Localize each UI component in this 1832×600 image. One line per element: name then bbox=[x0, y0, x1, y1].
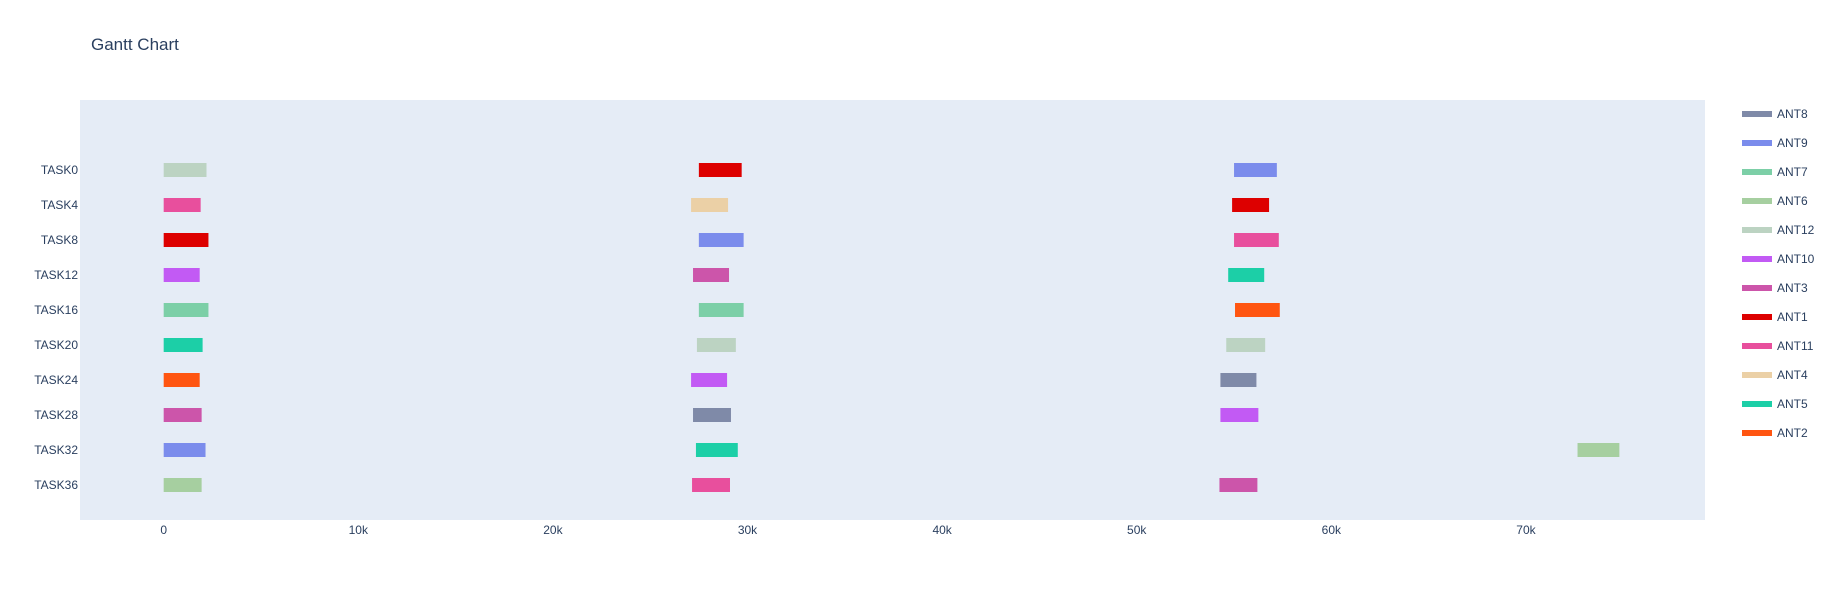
legend-item-ant11[interactable]: ANT11 bbox=[1742, 339, 1814, 353]
y-tick-label-task8: TASK8 bbox=[41, 233, 78, 247]
bar-task8-ant9-7[interactable] bbox=[698, 233, 744, 247]
bar-task24-ant8-20[interactable] bbox=[1220, 373, 1257, 387]
bar-task24-ant2-18[interactable] bbox=[163, 373, 200, 387]
x-tick-label-0: 0 bbox=[160, 523, 167, 537]
bar-task20-ant5-15[interactable] bbox=[163, 338, 203, 352]
y-tick-label-task16: TASK16 bbox=[34, 303, 78, 317]
legend-swatch-ant6 bbox=[1742, 198, 1772, 204]
x-tick-label-1: 10k bbox=[349, 523, 369, 537]
legend-item-ant6[interactable]: ANT6 bbox=[1742, 194, 1808, 208]
bar-task28-ant8-22[interactable] bbox=[693, 408, 731, 422]
legend-item-ant9[interactable]: ANT9 bbox=[1742, 136, 1808, 150]
legend-label-ant6: ANT6 bbox=[1777, 194, 1808, 208]
y-tick-label-task32: TASK32 bbox=[34, 443, 78, 457]
bar-task0-ant9-2[interactable] bbox=[1234, 163, 1277, 177]
bar-task36-ant6-27[interactable] bbox=[163, 478, 202, 492]
y-tick-label-task24: TASK24 bbox=[34, 373, 78, 387]
legend-swatch-ant3 bbox=[1742, 285, 1772, 291]
bar-task28-ant3-21[interactable] bbox=[163, 408, 202, 422]
legend-swatch-ant7 bbox=[1742, 169, 1772, 175]
y-tick-label-task36: TASK36 bbox=[34, 478, 78, 492]
x-tick-label-3: 30k bbox=[738, 523, 758, 537]
legend-item-ant2[interactable]: ANT2 bbox=[1742, 426, 1808, 440]
legend-item-ant4[interactable]: ANT4 bbox=[1742, 368, 1808, 382]
bar-task12-ant5-11[interactable] bbox=[1228, 268, 1265, 282]
bars-layer bbox=[163, 163, 1620, 492]
legend-label-ant4: ANT4 bbox=[1777, 368, 1808, 382]
legend: ANT8 ANT9 ANT7 ANT6 ANT12 ANT10 ANT3 ANT1 ANT11 A… bbox=[1742, 107, 1815, 440]
bar-task4-ant4-4[interactable] bbox=[691, 198, 729, 212]
legend-label-ant5: ANT5 bbox=[1777, 397, 1808, 411]
bar-task28-ant10-23[interactable] bbox=[1220, 408, 1259, 422]
legend-item-ant7[interactable]: ANT7 bbox=[1742, 165, 1808, 179]
legend-label-ant12: ANT12 bbox=[1777, 223, 1815, 237]
legend-label-ant11: ANT11 bbox=[1777, 339, 1814, 353]
bar-task20-ant12-17[interactable] bbox=[1226, 338, 1266, 352]
y-tick-label-task12: TASK12 bbox=[34, 268, 78, 282]
bar-task20-ant12-16[interactable] bbox=[696, 338, 736, 352]
chart-title: Gantt Chart bbox=[91, 35, 179, 54]
bar-task16-ant2-14[interactable] bbox=[1235, 303, 1280, 317]
bar-task32-ant5-25[interactable] bbox=[695, 443, 738, 457]
legend-swatch-ant11 bbox=[1742, 343, 1772, 349]
y-tick-label-task0: TASK0 bbox=[41, 163, 78, 177]
bar-task8-ant11-8[interactable] bbox=[1234, 233, 1279, 247]
legend-label-ant9: ANT9 bbox=[1777, 136, 1808, 150]
legend-label-ant10: ANT10 bbox=[1777, 252, 1815, 266]
x-tick-label-4: 40k bbox=[932, 523, 952, 537]
y-tick-label-task20: TASK20 bbox=[34, 338, 78, 352]
legend-item-ant12[interactable]: ANT12 bbox=[1742, 223, 1815, 237]
bar-task32-ant9-24[interactable] bbox=[163, 443, 206, 457]
legend-swatch-ant9 bbox=[1742, 140, 1772, 146]
x-tick-label-6: 60k bbox=[1322, 523, 1342, 537]
bar-task36-ant3-29[interactable] bbox=[1219, 478, 1258, 492]
plot-area bbox=[80, 100, 1705, 520]
bar-task16-ant7-13[interactable] bbox=[698, 303, 744, 317]
x-tick-label-2: 20k bbox=[543, 523, 563, 537]
bar-task4-ant11-3[interactable] bbox=[163, 198, 201, 212]
bar-task16-ant7-12[interactable] bbox=[163, 303, 209, 317]
legend-item-ant5[interactable]: ANT5 bbox=[1742, 397, 1808, 411]
legend-label-ant7: ANT7 bbox=[1777, 165, 1808, 179]
legend-item-ant3[interactable]: ANT3 bbox=[1742, 281, 1808, 295]
y-axis: TASK0 TASK4 TASK8 TASK12 TASK16 TASK20 TASK24 T… bbox=[34, 163, 78, 492]
bar-task24-ant10-19[interactable] bbox=[691, 373, 728, 387]
legend-item-ant1[interactable]: ANT1 bbox=[1742, 310, 1808, 324]
bar-task12-ant10-9[interactable] bbox=[163, 268, 200, 282]
y-tick-label-task4: TASK4 bbox=[41, 198, 78, 212]
legend-label-ant8: ANT8 bbox=[1777, 107, 1808, 121]
bar-task12-ant3-10[interactable] bbox=[693, 268, 730, 282]
legend-swatch-ant12 bbox=[1742, 227, 1772, 233]
bar-task0-ant12-0[interactable] bbox=[163, 163, 207, 177]
bar-task32-ant6-26[interactable] bbox=[1577, 443, 1620, 457]
legend-label-ant2: ANT2 bbox=[1777, 426, 1808, 440]
bar-task8-ant1-6[interactable] bbox=[163, 233, 209, 247]
legend-label-ant1: ANT1 bbox=[1777, 310, 1808, 324]
x-tick-label-7: 70k bbox=[1516, 523, 1536, 537]
legend-swatch-ant1 bbox=[1742, 314, 1772, 320]
bar-task36-ant11-28[interactable] bbox=[692, 478, 730, 492]
bar-task0-ant1-1[interactable] bbox=[698, 163, 742, 177]
legend-swatch-ant4 bbox=[1742, 372, 1772, 378]
x-tick-label-5: 50k bbox=[1127, 523, 1147, 537]
bar-task4-ant1-5[interactable] bbox=[1232, 198, 1270, 212]
y-tick-label-task28: TASK28 bbox=[34, 408, 78, 422]
legend-item-ant8[interactable]: ANT8 bbox=[1742, 107, 1808, 121]
legend-swatch-ant5 bbox=[1742, 401, 1772, 407]
legend-swatch-ant8 bbox=[1742, 111, 1772, 117]
x-axis: 0 10k 20k 30k 40k 50k 60k 70k bbox=[160, 523, 1536, 537]
legend-swatch-ant2 bbox=[1742, 430, 1772, 436]
legend-swatch-ant10 bbox=[1742, 256, 1772, 262]
legend-item-ant10[interactable]: ANT10 bbox=[1742, 252, 1815, 266]
legend-label-ant3: ANT3 bbox=[1777, 281, 1808, 295]
